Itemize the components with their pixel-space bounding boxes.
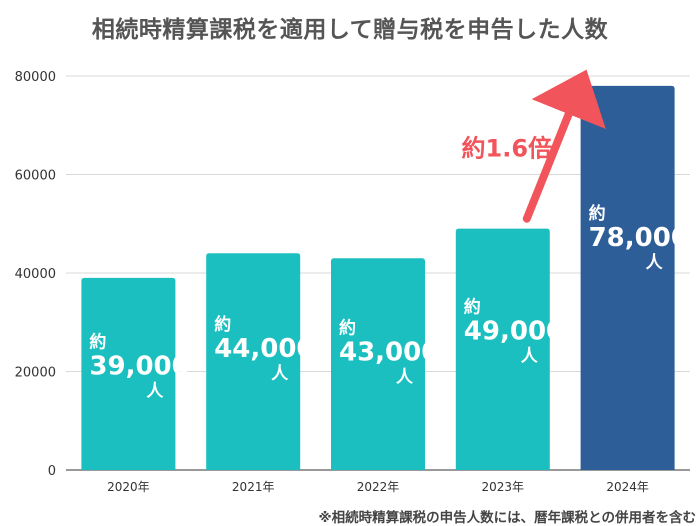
y-tick-label: 40000 — [15, 267, 56, 282]
data-label-unit: 人 — [146, 382, 164, 402]
y-tick-label: 20000 — [15, 366, 56, 381]
bar — [331, 258, 425, 470]
data-label-unit: 人 — [646, 253, 664, 273]
y-tick-label: 60000 — [15, 169, 56, 184]
x-tick-label: 2022年 — [357, 480, 400, 494]
x-tick-label: 2021年 — [232, 480, 275, 494]
data-label-prefix: 約 — [464, 297, 481, 318]
chart-title: 相続時精算課税を適用して贈与税を申告した人数 — [91, 17, 609, 43]
y-tick-label: 80000 — [15, 70, 56, 85]
data-label-unit: 人 — [521, 347, 539, 367]
bar — [580, 85, 675, 470]
x-tick-label: 2024年 — [606, 480, 649, 494]
data-label-prefix: 約 — [214, 314, 231, 335]
bar — [206, 253, 301, 470]
y-tick-label: 0 — [48, 464, 56, 479]
data-label-value: 43,000 — [339, 338, 439, 368]
data-label-unit: 人 — [396, 368, 414, 388]
growth-annotation: 約1.6倍 — [462, 69, 606, 223]
data-label-value: 49,000 — [464, 317, 564, 347]
bar — [455, 228, 550, 470]
data-label-prefix: 約 — [89, 332, 106, 353]
data-label-value: 44,000 — [214, 334, 314, 364]
data-label-prefix: 約 — [339, 318, 356, 339]
data-label-unit: 人 — [271, 364, 289, 384]
data-label-value: 39,000 — [89, 352, 189, 382]
footnote: ※相続時精算課税の申告人数には、暦年課税との併用者を含む — [318, 510, 697, 526]
x-tick-label: 2020年 — [107, 480, 150, 494]
x-tick-label: 2023年 — [482, 480, 525, 494]
growth-label: 約1.6倍 — [462, 135, 553, 163]
data-label-prefix: 約 — [589, 203, 606, 224]
data-label-value: 78,000 — [589, 223, 689, 253]
x-axis: 2020年 2021年 2022年 2023年 2024年 — [107, 480, 649, 494]
bar — [81, 277, 176, 470]
growth-arrow — [522, 69, 606, 223]
y-axis: 0 20000 40000 60000 80000 — [15, 70, 56, 479]
